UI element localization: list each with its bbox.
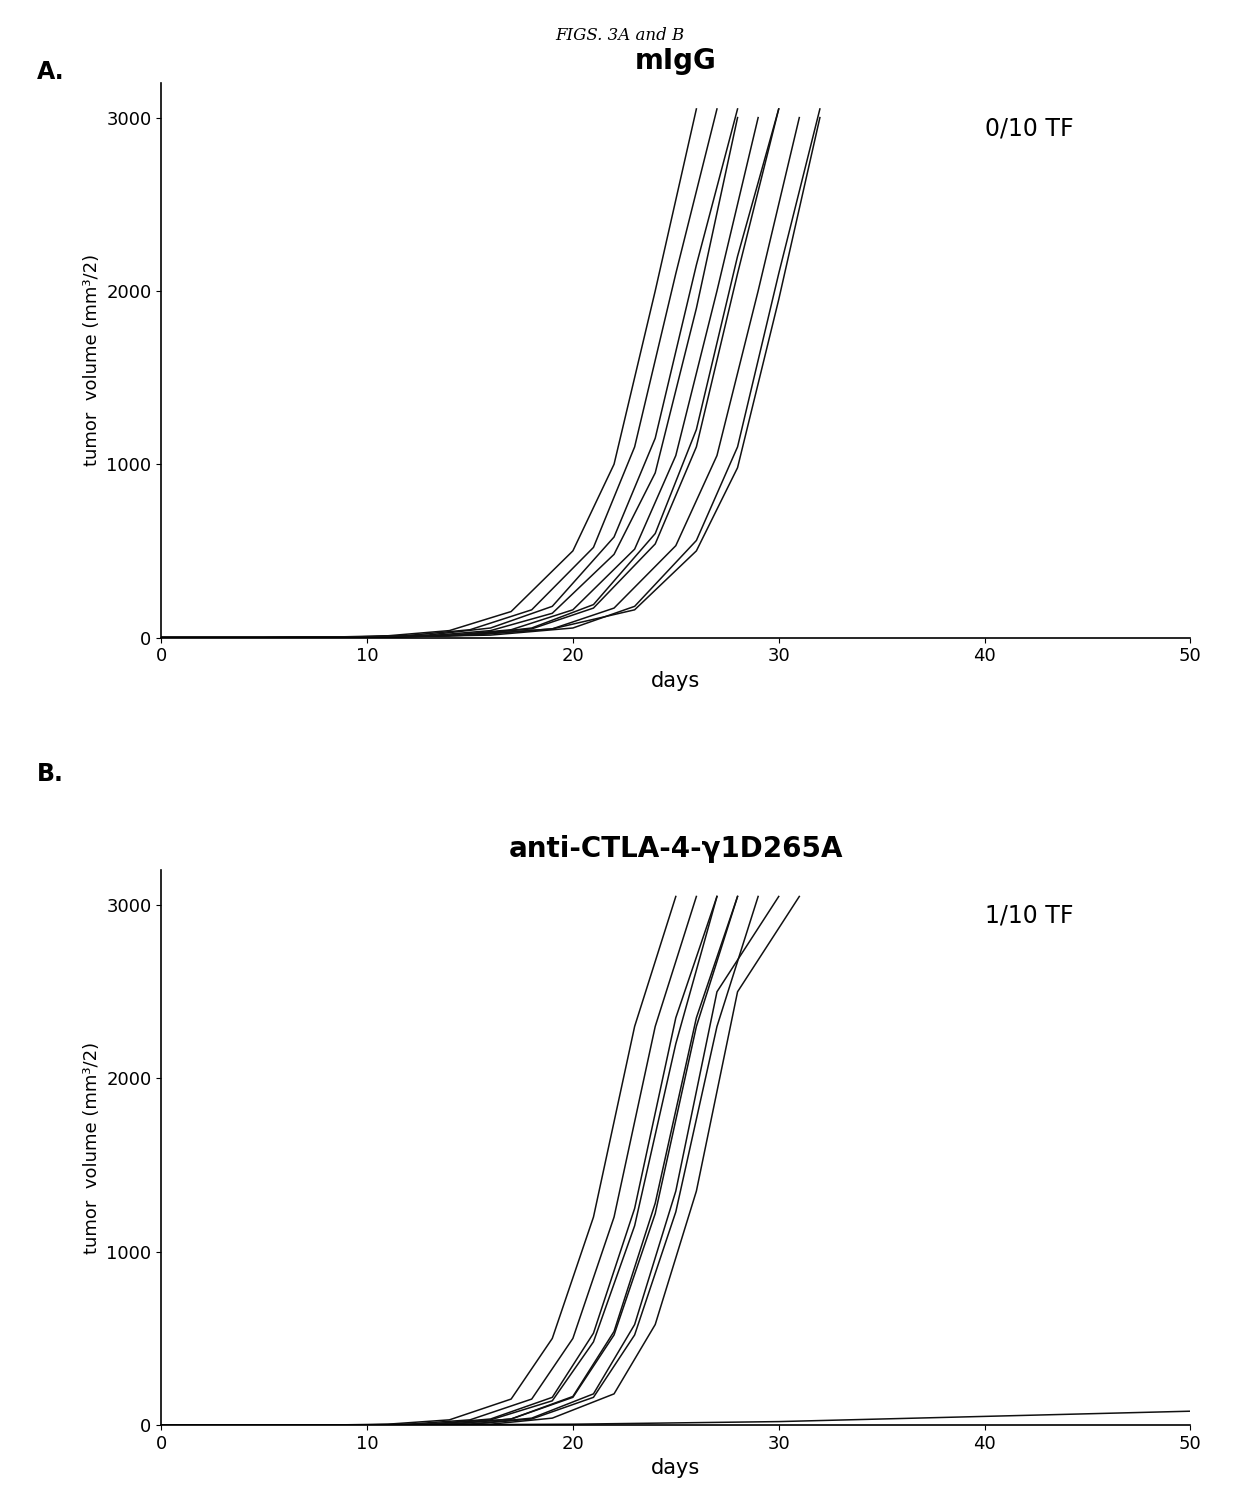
Text: FIGS. 3A and B: FIGS. 3A and B [556, 27, 684, 44]
Y-axis label: tumor  volume (mm³/2): tumor volume (mm³/2) [83, 255, 100, 466]
Text: 0/10 TF: 0/10 TF [985, 116, 1073, 140]
X-axis label: days: days [651, 671, 701, 691]
Title: anti-CTLA-4-γ1D265A: anti-CTLA-4-γ1D265A [508, 834, 843, 863]
Text: A.: A. [37, 60, 64, 84]
Text: B.: B. [37, 762, 64, 786]
Title: mIgG: mIgG [635, 47, 717, 75]
X-axis label: days: days [651, 1458, 701, 1478]
Y-axis label: tumor  volume (mm³/2): tumor volume (mm³/2) [83, 1042, 100, 1253]
Text: 1/10 TF: 1/10 TF [985, 903, 1073, 927]
